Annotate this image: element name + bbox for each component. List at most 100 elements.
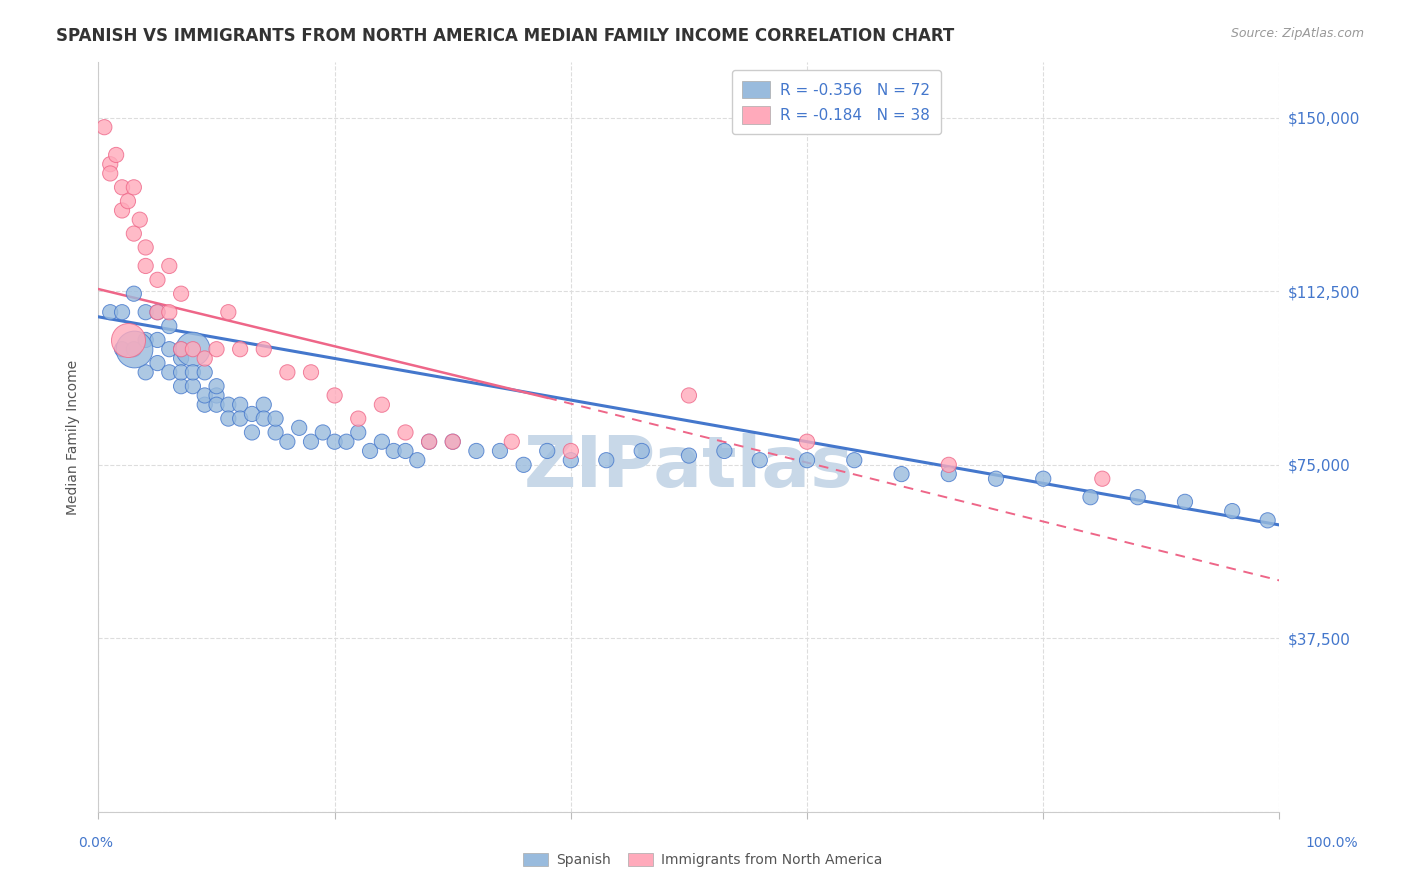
Point bbox=[1174, 495, 1197, 509]
Point bbox=[217, 305, 239, 319]
Point bbox=[323, 388, 346, 402]
Point bbox=[264, 425, 287, 440]
Text: Source: ZipAtlas.com: Source: ZipAtlas.com bbox=[1230, 27, 1364, 40]
Point bbox=[217, 411, 239, 425]
Point bbox=[1126, 490, 1149, 504]
Point bbox=[122, 180, 145, 194]
Point bbox=[98, 305, 121, 319]
Point bbox=[117, 333, 139, 347]
Point bbox=[157, 365, 180, 379]
Point bbox=[146, 305, 169, 319]
Point bbox=[194, 388, 217, 402]
Point bbox=[441, 434, 464, 449]
Point bbox=[170, 342, 193, 356]
Point bbox=[796, 453, 818, 467]
Point bbox=[984, 472, 1007, 486]
Point bbox=[678, 388, 700, 402]
Point bbox=[205, 342, 228, 356]
Point bbox=[157, 259, 180, 273]
Point bbox=[713, 444, 735, 458]
Point bbox=[253, 398, 276, 412]
Point bbox=[359, 444, 381, 458]
Point bbox=[501, 434, 523, 449]
Point bbox=[229, 411, 252, 425]
Point bbox=[1080, 490, 1102, 504]
Point bbox=[157, 305, 180, 319]
Point bbox=[938, 458, 960, 472]
Point bbox=[205, 398, 228, 412]
Point bbox=[264, 411, 287, 425]
Text: ZIPatlas: ZIPatlas bbox=[524, 433, 853, 501]
Point bbox=[135, 365, 157, 379]
Point bbox=[111, 180, 134, 194]
Point bbox=[170, 379, 193, 393]
Point bbox=[111, 342, 134, 356]
Point bbox=[146, 273, 169, 287]
Point bbox=[122, 286, 145, 301]
Point bbox=[135, 240, 157, 254]
Point bbox=[253, 342, 276, 356]
Text: 0.0%: 0.0% bbox=[79, 836, 112, 850]
Point bbox=[98, 157, 121, 171]
Point bbox=[347, 411, 370, 425]
Point bbox=[323, 434, 346, 449]
Text: 100.0%: 100.0% bbox=[1305, 836, 1358, 850]
Point bbox=[181, 342, 204, 356]
Point bbox=[335, 434, 357, 449]
Point bbox=[170, 351, 193, 366]
Point bbox=[595, 453, 617, 467]
Point bbox=[135, 333, 157, 347]
Point bbox=[135, 259, 157, 273]
Point bbox=[93, 120, 115, 135]
Point bbox=[205, 388, 228, 402]
Point bbox=[312, 425, 335, 440]
Point bbox=[146, 333, 169, 347]
Point bbox=[170, 365, 193, 379]
Point bbox=[276, 434, 298, 449]
Point bbox=[240, 425, 263, 440]
Point bbox=[560, 453, 582, 467]
Point bbox=[1257, 513, 1279, 527]
Text: SPANISH VS IMMIGRANTS FROM NORTH AMERICA MEDIAN FAMILY INCOME CORRELATION CHART: SPANISH VS IMMIGRANTS FROM NORTH AMERICA… bbox=[56, 27, 955, 45]
Point bbox=[299, 365, 322, 379]
Point bbox=[418, 434, 440, 449]
Point bbox=[938, 467, 960, 481]
Point bbox=[122, 227, 145, 241]
Point bbox=[512, 458, 534, 472]
Point bbox=[536, 444, 558, 458]
Point bbox=[217, 398, 239, 412]
Point bbox=[748, 453, 770, 467]
Point bbox=[194, 398, 217, 412]
Point bbox=[394, 444, 416, 458]
Point bbox=[117, 194, 139, 209]
Legend: R = -0.356   N = 72, R = -0.184   N = 38: R = -0.356 N = 72, R = -0.184 N = 38 bbox=[731, 70, 941, 135]
Point bbox=[371, 434, 394, 449]
Point bbox=[111, 203, 134, 218]
Point bbox=[229, 398, 252, 412]
Point bbox=[146, 305, 169, 319]
Point bbox=[630, 444, 652, 458]
Point bbox=[194, 351, 217, 366]
Point bbox=[181, 342, 204, 356]
Point bbox=[122, 342, 145, 356]
Legend: Spanish, Immigrants from North America: Spanish, Immigrants from North America bbox=[516, 847, 890, 874]
Point bbox=[170, 342, 193, 356]
Point bbox=[560, 444, 582, 458]
Point bbox=[1220, 504, 1243, 518]
Point bbox=[253, 411, 276, 425]
Point bbox=[288, 421, 311, 435]
Point bbox=[170, 286, 193, 301]
Point bbox=[299, 434, 322, 449]
Point bbox=[135, 305, 157, 319]
Point bbox=[111, 305, 134, 319]
Point bbox=[844, 453, 866, 467]
Point bbox=[371, 398, 394, 412]
Point bbox=[146, 356, 169, 370]
Point bbox=[394, 425, 416, 440]
Point bbox=[205, 379, 228, 393]
Point bbox=[98, 166, 121, 180]
Point bbox=[441, 434, 464, 449]
Point bbox=[890, 467, 912, 481]
Point bbox=[382, 444, 405, 458]
Point bbox=[194, 365, 217, 379]
